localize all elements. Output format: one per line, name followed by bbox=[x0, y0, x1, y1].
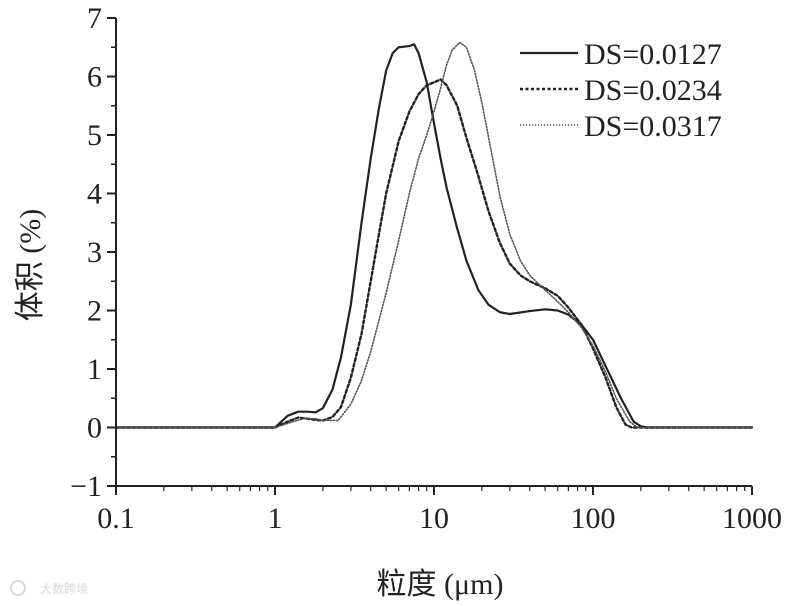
x-axis-title: 粒度 (μm) bbox=[377, 568, 504, 601]
axes: −1 0 1 2 3 4 5 6 7 0.1 1 10 100 1000 bbox=[70, 2, 782, 535]
y-tick-label: 1 bbox=[87, 353, 102, 386]
x-tick-label: 0.1 bbox=[97, 502, 135, 535]
legend-label-2: DS=0.0234 bbox=[584, 74, 722, 107]
x-tick-label: 1 bbox=[268, 502, 283, 535]
y-tick-label: 6 bbox=[87, 61, 102, 94]
x-tick-label: 10 bbox=[419, 502, 449, 535]
y-tick-label: −1 bbox=[70, 470, 102, 503]
y-tick-label: 3 bbox=[87, 236, 102, 269]
series-line-3 bbox=[115, 41, 753, 429]
x-tick-label: 100 bbox=[571, 502, 616, 535]
watermark-text: 大数跨境 bbox=[40, 581, 88, 596]
y-axis-title: 体积 (%) bbox=[14, 209, 47, 321]
plot-area bbox=[114, 41, 754, 429]
series-line-1 bbox=[114, 43, 754, 429]
x-tick-label: 1000 bbox=[722, 502, 782, 535]
y-tick-label: 7 bbox=[87, 2, 102, 35]
y-tick-label: 5 bbox=[87, 119, 102, 152]
series-line-2 bbox=[114, 78, 754, 429]
y-tick-label: 4 bbox=[87, 178, 102, 211]
watermark-logo-icon bbox=[10, 580, 26, 596]
legend-label-3: DS=0.0317 bbox=[584, 110, 722, 143]
y-tick-label: 2 bbox=[87, 295, 102, 328]
legend-label-1: DS=0.0127 bbox=[584, 38, 722, 71]
y-tick-label: 0 bbox=[87, 412, 102, 445]
watermark: 大数跨境 bbox=[10, 580, 88, 596]
